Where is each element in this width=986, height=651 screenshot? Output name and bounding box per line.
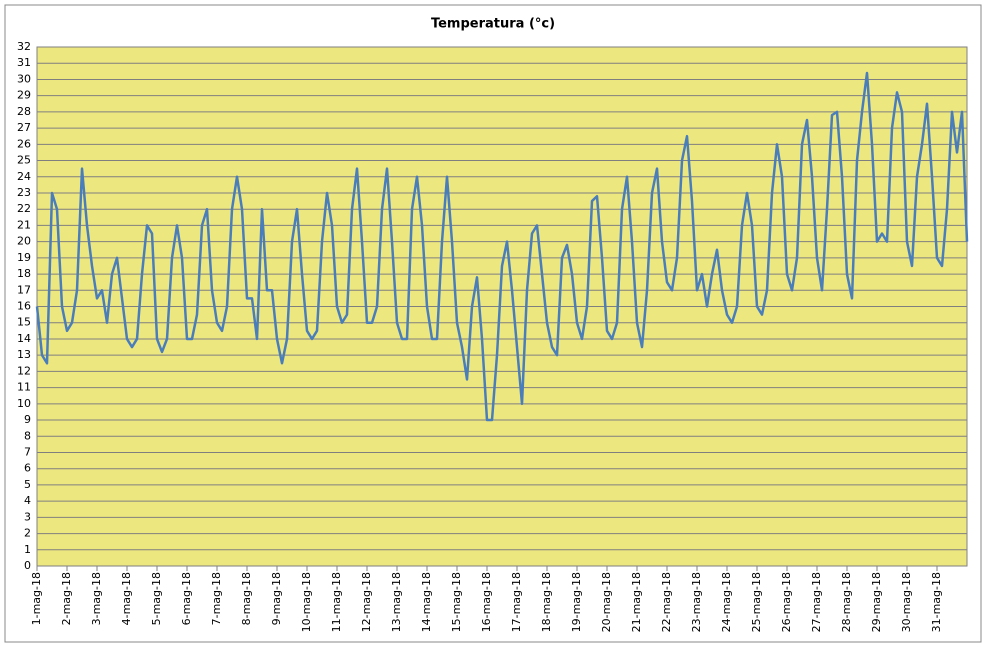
y-tick-label: 2 (24, 527, 31, 540)
x-tick-label: 22-mag-18 (660, 572, 673, 632)
y-tick-label: 3 (24, 510, 31, 523)
y-tick-label: 17 (17, 283, 31, 296)
x-tick-label: 16-mag-18 (480, 572, 493, 632)
x-tick-label: 4-mag-18 (120, 572, 133, 625)
y-tick-label: 26 (17, 137, 31, 150)
x-tick-label: 20-mag-18 (600, 572, 613, 632)
x-tick-label: 29-mag-18 (870, 572, 883, 632)
x-tick-label: 12-mag-18 (360, 572, 373, 632)
y-tick-label: 13 (17, 348, 31, 361)
x-tick-label: 13-mag-18 (390, 572, 403, 632)
y-tick-label: 16 (17, 300, 31, 313)
y-tick-label: 5 (24, 478, 31, 491)
x-tick-label: 17-mag-18 (510, 572, 523, 632)
x-tick-label: 8-mag-18 (240, 572, 253, 625)
x-tick-label: 14-mag-18 (420, 572, 433, 632)
x-tick-label: 19-mag-18 (570, 572, 583, 632)
y-tick-label: 19 (17, 251, 31, 264)
x-tick-label: 15-mag-18 (450, 572, 463, 632)
x-tick-label: 3-mag-18 (90, 572, 103, 625)
y-tick-label: 0 (24, 559, 31, 572)
y-tick-label: 15 (17, 316, 31, 329)
y-tick-label: 21 (17, 218, 31, 231)
x-tick-label: 2-mag-18 (60, 572, 73, 625)
x-tick-label: 25-mag-18 (750, 572, 763, 632)
y-tick-label: 28 (17, 105, 31, 118)
y-tick-label: 30 (17, 72, 31, 85)
x-tick-label: 27-mag-18 (810, 572, 823, 632)
x-tick-label: 24-mag-18 (720, 572, 733, 632)
x-tick-label: 21-mag-18 (630, 572, 643, 632)
y-tick-label: 27 (17, 121, 31, 134)
y-tick-label: 6 (24, 462, 31, 475)
y-tick-label: 12 (17, 364, 31, 377)
x-tick-label: 7-mag-18 (210, 572, 223, 625)
x-tick-label: 28-mag-18 (840, 572, 853, 632)
x-tick-label: 23-mag-18 (690, 572, 703, 632)
x-tick-label: 30-mag-18 (900, 572, 913, 632)
chart-title: Temperatura (°c) (431, 17, 555, 32)
y-tick-label: 31 (17, 56, 31, 69)
x-tick-label: 11-mag-18 (330, 572, 343, 632)
y-tick-label: 10 (17, 397, 31, 410)
y-tick-label: 24 (17, 170, 31, 183)
y-tick-label: 22 (17, 202, 31, 215)
y-tick-label: 23 (17, 186, 31, 199)
y-tick-label: 8 (24, 429, 31, 442)
y-tick-label: 20 (17, 235, 31, 248)
x-tick-label: 5-mag-18 (150, 572, 163, 625)
y-tick-label: 25 (17, 154, 31, 167)
y-tick-label: 14 (17, 332, 31, 345)
y-tick-label: 32 (17, 40, 31, 53)
x-tick-label: 1-mag-18 (30, 572, 43, 625)
line-series (35, 71, 969, 422)
y-tick-label: 18 (17, 267, 31, 280)
x-tick-label: 18-mag-18 (540, 572, 553, 632)
x-tick-label: 9-mag-18 (270, 572, 283, 625)
y-tick-label: 4 (24, 494, 31, 507)
x-tick-label: 26-mag-18 (780, 572, 793, 632)
x-tick-label: 10-mag-18 (300, 572, 313, 632)
y-tick-label: 9 (24, 413, 31, 426)
x-tick-label: 6-mag-18 (180, 572, 193, 625)
y-tick-label: 1 (24, 543, 31, 556)
y-tick-label: 11 (17, 381, 31, 394)
y-tick-label: 7 (24, 445, 31, 458)
y-tick-label: 29 (17, 89, 31, 102)
x-tick-label: 31-mag-18 (930, 572, 943, 632)
